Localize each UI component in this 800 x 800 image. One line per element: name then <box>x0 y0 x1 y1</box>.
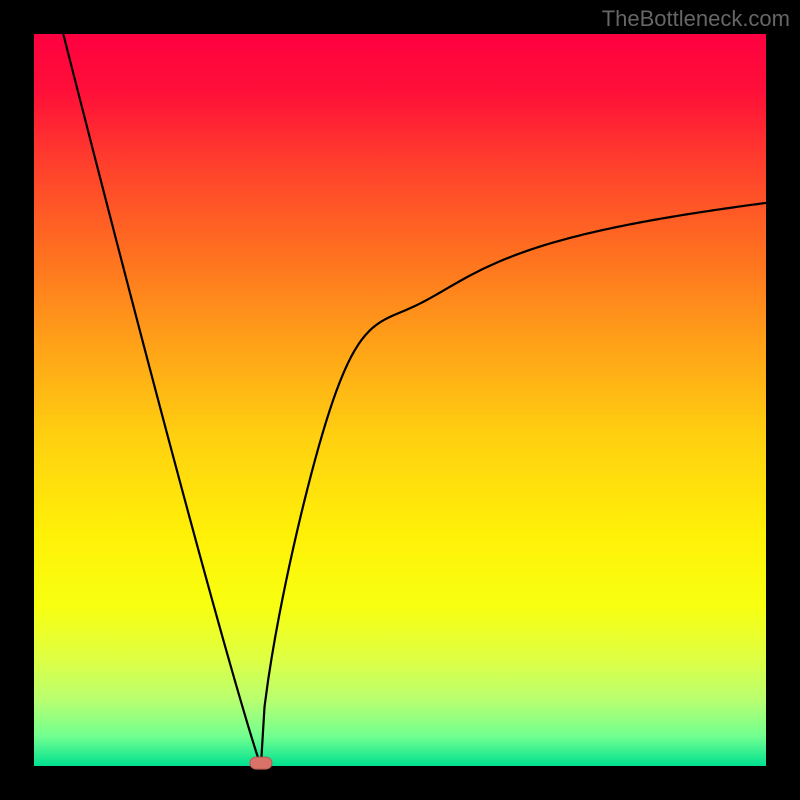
watermark-text: TheBottleneck.com <box>602 6 790 32</box>
optimum-marker <box>250 757 272 769</box>
chart-container: TheBottleneck.com <box>0 0 800 800</box>
bottleneck-chart <box>0 0 800 800</box>
